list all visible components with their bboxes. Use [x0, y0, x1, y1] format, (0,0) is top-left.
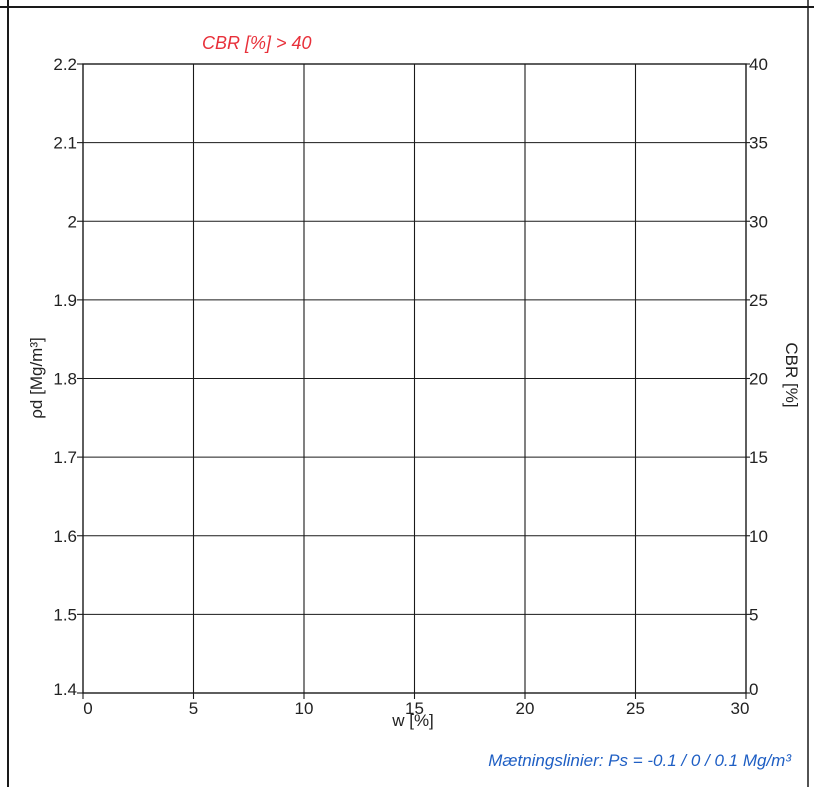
x-tick-label: 5	[189, 699, 198, 718]
y2-tick-label: 5	[749, 605, 758, 624]
y-tick-label: 1.5	[53, 605, 77, 624]
y2-tick-label: 25	[749, 291, 768, 310]
y-axis-label: ρd [Mg/m³]	[27, 337, 46, 418]
cbr-threshold-annotation: CBR [%] > 40	[202, 33, 312, 53]
y2-tick-label: 15	[749, 448, 768, 467]
y2-tick-label: 0	[749, 680, 758, 699]
x-tick-label: 30	[731, 699, 750, 718]
x-tick-label: 25	[626, 699, 645, 718]
y-tick-label: 2.1	[53, 134, 77, 153]
y2-axis-label: CBR [%]	[782, 342, 801, 407]
y-tick-label: 1.4	[53, 680, 77, 699]
y-tick-label: 1.7	[53, 448, 77, 467]
x-axis-label: w [%]	[391, 711, 434, 730]
y-tick-label: 2.2	[53, 55, 77, 74]
labels-layer: 0 5 10 15 20 25 30 1.4 1.5 1.6 1.7 1.8 1.9 2 2.1 2.2 0 5 1…	[53, 55, 768, 718]
y-tick-label: 2	[68, 212, 77, 231]
y-tick-label: 1.9	[53, 291, 77, 310]
x-tick-label: 15	[405, 699, 424, 718]
x-tick-label: 20	[516, 699, 535, 718]
y2-tick-label: 10	[749, 527, 768, 546]
plot-area-border	[82, 63, 747, 694]
y-tick-label: 1.6	[53, 527, 77, 546]
saturation-lines-annotation: Mætningslinier: Ps = -0.1 / 0 / 0.1 Mg/m…	[488, 751, 792, 770]
y-tick-label: 1.8	[53, 370, 77, 389]
ticks-layer	[77, 63, 750, 699]
x-tick-label: 10	[295, 699, 314, 718]
y2-tick-label: 40	[749, 55, 768, 74]
y2-tick-label: 35	[749, 134, 768, 153]
y2-tick-label: 30	[749, 212, 768, 231]
x-tick-label: 0	[83, 699, 92, 718]
y2-tick-label: 20	[749, 370, 768, 389]
grid-layer	[83, 64, 746, 693]
